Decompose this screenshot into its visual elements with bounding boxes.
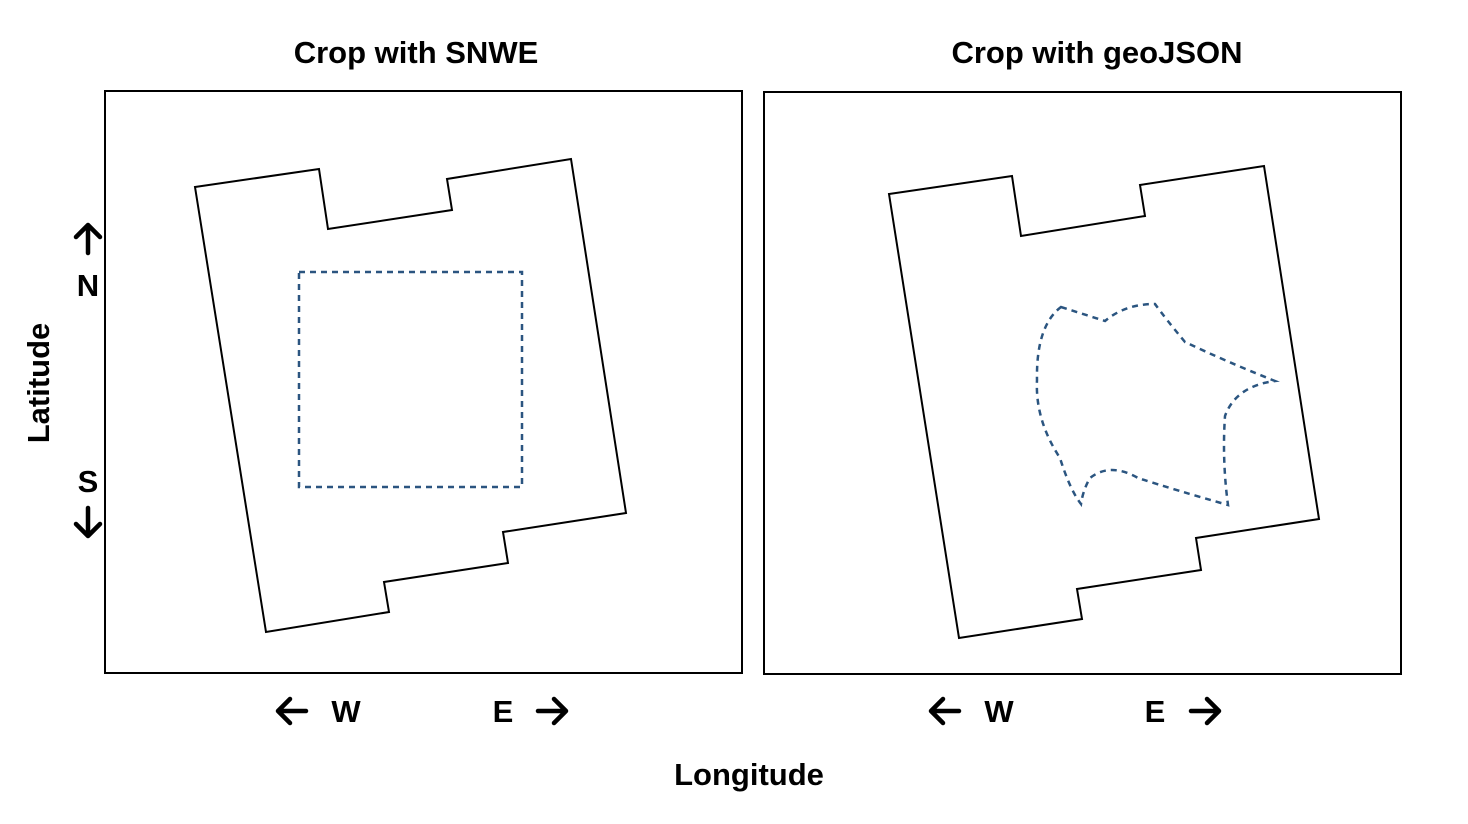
arrow-up-icon (73, 222, 103, 256)
panel-title-geojson: Crop with geoJSON (951, 35, 1242, 70)
arrow-right-icon (535, 696, 569, 726)
geojson-crop-polygon (1035, 302, 1280, 508)
panel-snwe: Crop with SNWE W E (104, 35, 743, 729)
arrow-down-icon (73, 505, 103, 539)
scene-footprint-outline (193, 157, 628, 634)
east-label-group: E (1145, 694, 1222, 729)
y-axis-label: Latitude (21, 323, 56, 444)
north-label: N (77, 268, 99, 303)
latitude-axis: Latitude N S (21, 222, 103, 539)
west-label-group: W (928, 694, 1014, 729)
east-label: E (493, 694, 514, 729)
west-label-group: W (275, 694, 361, 729)
panel-frame-geojson (763, 91, 1402, 675)
panel-title-snwe: Crop with SNWE (294, 35, 539, 70)
south-label: S (78, 464, 99, 499)
x-axis-label: Longitude (674, 757, 824, 792)
east-label: E (1145, 694, 1166, 729)
snwe-crop-box (297, 270, 524, 489)
panel-frame-snwe (104, 90, 743, 674)
arrow-left-icon (275, 696, 309, 726)
east-label-group: E (493, 694, 569, 729)
arrow-right-icon (1188, 696, 1222, 726)
panel-geojson: Crop with geoJSON W E (763, 35, 1402, 729)
west-label: W (984, 694, 1014, 729)
arrow-left-icon (928, 696, 962, 726)
scene-footprint-outline (887, 164, 1321, 640)
west-label: W (331, 694, 361, 729)
